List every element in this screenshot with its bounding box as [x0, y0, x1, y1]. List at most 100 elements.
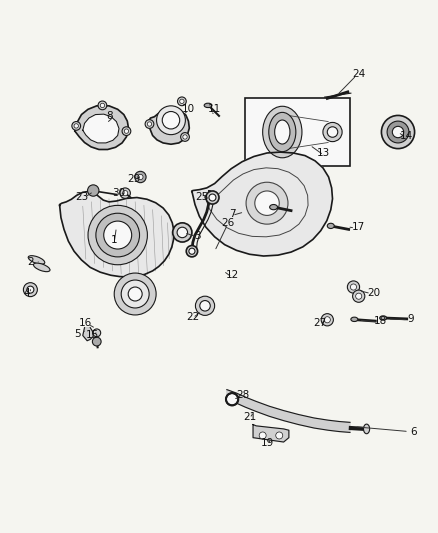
Text: 10: 10 [182, 104, 195, 114]
Circle shape [88, 185, 99, 196]
Polygon shape [192, 152, 332, 256]
Circle shape [381, 116, 415, 149]
Text: 3: 3 [194, 231, 201, 241]
Text: 15: 15 [86, 330, 99, 341]
Circle shape [135, 171, 146, 183]
Polygon shape [227, 390, 350, 432]
Circle shape [23, 282, 37, 297]
Circle shape [138, 174, 143, 180]
Text: 12: 12 [226, 270, 239, 280]
Circle shape [186, 246, 198, 257]
Text: 8: 8 [106, 111, 113, 121]
Ellipse shape [351, 317, 358, 321]
Ellipse shape [275, 120, 290, 144]
Text: 20: 20 [367, 288, 381, 298]
Circle shape [392, 126, 404, 138]
Text: 11: 11 [208, 104, 221, 114]
Ellipse shape [263, 106, 302, 158]
Text: 23: 23 [75, 192, 88, 201]
Polygon shape [60, 191, 174, 277]
Circle shape [114, 273, 156, 315]
Circle shape [145, 120, 154, 128]
Text: 9: 9 [408, 314, 414, 324]
Circle shape [246, 182, 288, 224]
Circle shape [255, 191, 279, 215]
Polygon shape [149, 109, 189, 144]
Text: 22: 22 [186, 312, 199, 322]
Text: 25: 25 [195, 192, 208, 201]
Text: 27: 27 [313, 318, 326, 328]
Circle shape [180, 133, 189, 141]
Polygon shape [83, 114, 119, 143]
Circle shape [183, 135, 187, 139]
Text: 24: 24 [352, 69, 365, 79]
Text: 19: 19 [261, 438, 274, 448]
Text: 4: 4 [24, 288, 30, 298]
Text: 1: 1 [111, 235, 117, 245]
Text: 26: 26 [221, 218, 234, 228]
Circle shape [98, 101, 107, 110]
Text: 6: 6 [410, 427, 417, 438]
Text: 17: 17 [352, 222, 365, 232]
Ellipse shape [327, 223, 334, 229]
Text: 29: 29 [127, 174, 141, 184]
Circle shape [100, 103, 105, 108]
Circle shape [128, 287, 142, 301]
Circle shape [173, 223, 192, 242]
Circle shape [123, 190, 128, 196]
Circle shape [324, 317, 330, 323]
Text: 18: 18 [374, 316, 387, 326]
Text: 30: 30 [112, 188, 125, 198]
Polygon shape [253, 425, 289, 442]
Circle shape [177, 227, 187, 238]
Circle shape [195, 296, 215, 316]
Circle shape [321, 313, 333, 326]
Text: 13: 13 [317, 148, 330, 158]
Circle shape [121, 280, 149, 308]
Circle shape [353, 290, 365, 302]
Circle shape [189, 248, 195, 254]
Text: 5: 5 [74, 329, 81, 339]
Circle shape [226, 393, 238, 405]
Circle shape [356, 293, 362, 299]
Ellipse shape [380, 316, 387, 320]
Text: 16: 16 [79, 318, 92, 328]
Text: 21: 21 [243, 412, 256, 422]
Circle shape [124, 129, 129, 133]
Circle shape [74, 124, 78, 128]
Circle shape [27, 286, 34, 293]
Circle shape [122, 127, 131, 135]
Circle shape [180, 99, 184, 103]
Circle shape [323, 123, 342, 142]
Circle shape [156, 106, 185, 135]
Circle shape [104, 221, 132, 249]
Circle shape [209, 194, 216, 201]
Ellipse shape [204, 103, 212, 108]
Text: 28: 28 [237, 390, 250, 400]
Text: 2: 2 [27, 257, 34, 267]
Text: 7: 7 [229, 209, 235, 219]
Circle shape [347, 281, 360, 293]
Circle shape [72, 122, 81, 130]
Circle shape [88, 205, 148, 265]
Circle shape [147, 122, 152, 126]
Polygon shape [75, 106, 129, 149]
Circle shape [276, 432, 283, 439]
Circle shape [120, 188, 131, 198]
Circle shape [259, 432, 266, 439]
Polygon shape [83, 328, 93, 341]
Circle shape [96, 213, 140, 257]
Circle shape [200, 301, 210, 311]
Text: 14: 14 [400, 131, 413, 141]
FancyBboxPatch shape [245, 99, 350, 166]
Circle shape [93, 329, 101, 337]
Ellipse shape [33, 263, 50, 272]
Circle shape [177, 97, 186, 106]
Ellipse shape [364, 424, 370, 434]
Circle shape [206, 191, 219, 204]
Circle shape [92, 337, 101, 346]
Ellipse shape [28, 256, 45, 264]
Circle shape [327, 127, 338, 138]
Ellipse shape [269, 112, 296, 152]
Circle shape [387, 121, 409, 143]
